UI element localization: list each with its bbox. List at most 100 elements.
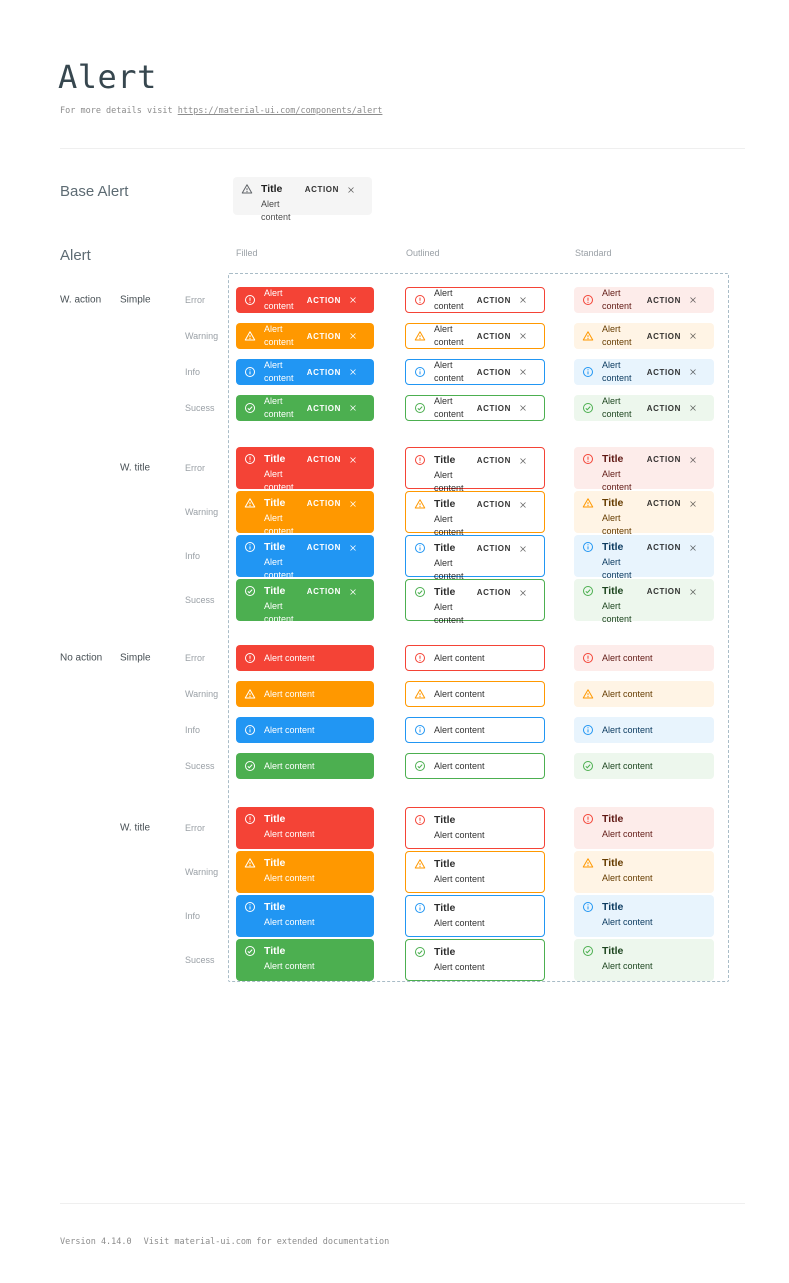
close-icon[interactable] [348, 295, 358, 305]
group-label-w-action: W. action [60, 294, 102, 306]
close-icon[interactable] [346, 185, 356, 195]
alert-body: Title Alert content [434, 454, 468, 495]
close-icon[interactable] [518, 331, 528, 341]
action-button[interactable]: ACTION [474, 294, 514, 307]
close-icon[interactable] [518, 367, 528, 377]
alert-title: Title [264, 497, 286, 509]
alert-body: Alert content [264, 760, 366, 773]
alert-content: Alert content [264, 688, 315, 699]
close-icon[interactable] [348, 367, 358, 377]
action-button[interactable]: ACTION [644, 330, 684, 343]
alert-action-area: ACTION [644, 366, 706, 379]
alert-filled-error-simple-no-action: Alert content [236, 645, 374, 671]
close-icon[interactable] [348, 499, 358, 509]
warning-icon [241, 183, 253, 195]
alert-action-area: ACTION [644, 330, 706, 343]
action-button[interactable]: ACTION [644, 294, 684, 307]
action-button[interactable]: ACTION [644, 366, 684, 379]
close-icon[interactable] [348, 455, 358, 465]
close-icon[interactable] [518, 588, 528, 598]
base-alert-label: Base Alert [60, 183, 129, 200]
close-icon[interactable] [348, 543, 358, 553]
alert-title: Title [602, 497, 624, 509]
action-button[interactable]: ACTION [304, 541, 344, 554]
alert-filled-sucess-simple-w-action: Alert content ACTION [236, 395, 374, 421]
success-icon [244, 402, 256, 414]
action-button[interactable]: ACTION [644, 453, 684, 466]
alert-content: Alert content [434, 918, 485, 928]
action-button[interactable]: ACTION [644, 585, 684, 598]
alert-body: Alert content [602, 323, 638, 349]
action-button[interactable]: ACTION [304, 453, 344, 466]
close-icon[interactable] [518, 403, 528, 413]
action-button[interactable]: ACTION [302, 183, 342, 196]
warning-icon [414, 688, 426, 700]
alert-outlined-warning-simple-w-action: Alert content ACTION [405, 323, 545, 349]
severity-label-info: Info [185, 911, 201, 921]
action-button[interactable]: ACTION [304, 366, 344, 379]
close-icon[interactable] [688, 587, 698, 597]
alert-action-area: ACTION [304, 330, 366, 343]
alert-title: Title [434, 498, 456, 510]
success-icon [414, 586, 426, 598]
alert-action-area: ACTION [474, 366, 536, 379]
close-icon[interactable] [688, 543, 698, 553]
action-button[interactable]: ACTION [644, 497, 684, 510]
subtitle-link[interactable]: https://material-ui.com/components/alert [177, 106, 383, 116]
alert-content: Alert content [602, 724, 653, 735]
action-button[interactable]: ACTION [474, 586, 514, 599]
close-icon[interactable] [348, 587, 358, 597]
close-icon[interactable] [518, 295, 528, 305]
close-icon[interactable] [688, 403, 698, 413]
alert-title: Title [434, 858, 456, 870]
action-button[interactable]: ACTION [644, 541, 684, 554]
action-button[interactable]: ACTION [474, 330, 514, 343]
info-icon [414, 902, 426, 914]
close-icon[interactable] [348, 331, 358, 341]
action-button[interactable]: ACTION [304, 330, 344, 343]
severity-label-sucess: Sucess [185, 955, 215, 965]
alert-grid-outline [228, 273, 729, 982]
action-button[interactable]: ACTION [474, 542, 514, 555]
close-icon[interactable] [348, 403, 358, 413]
action-button[interactable]: ACTION [474, 498, 514, 511]
action-button[interactable]: ACTION [474, 366, 514, 379]
error-icon [414, 652, 426, 664]
close-icon[interactable] [688, 295, 698, 305]
alert-body: Alert content [434, 359, 468, 385]
alert-body: Title Alert content [264, 585, 298, 626]
alert-body: Title Alert content [602, 541, 638, 582]
action-button[interactable]: ACTION [304, 402, 344, 415]
action-button[interactable]: ACTION [304, 497, 344, 510]
alert-outlined-error-simple-no-action: Alert content [405, 645, 545, 671]
close-icon[interactable] [688, 331, 698, 341]
warning-icon [244, 688, 256, 700]
column-header-standard: Standard [575, 248, 612, 258]
severity-label-warning: Warning [185, 689, 219, 699]
close-icon[interactable] [518, 500, 528, 510]
alert-body: Title Alert content [264, 945, 366, 973]
error-icon [244, 294, 256, 306]
alert-outlined-error-title-no-action: Title Alert content [405, 807, 545, 849]
alert-action-area: ACTION [304, 585, 366, 598]
close-icon[interactable] [518, 456, 528, 466]
alert-standard-warning-title-no-action: Title Alert content [574, 851, 714, 893]
close-icon[interactable] [688, 367, 698, 377]
alert-title: Title [434, 946, 456, 958]
close-icon[interactable] [518, 544, 528, 554]
action-button[interactable]: ACTION [474, 454, 514, 467]
action-button[interactable]: ACTION [474, 402, 514, 415]
alert-body: Title Alert content [602, 453, 638, 494]
severity-label-warning: Warning [185, 867, 219, 877]
action-button[interactable]: ACTION [304, 585, 344, 598]
variant-label-w-title: W. title [120, 462, 151, 474]
action-button[interactable]: ACTION [644, 402, 684, 415]
alert-action-area: ACTION [304, 366, 366, 379]
alert-title: Title [264, 585, 286, 597]
close-icon[interactable] [688, 499, 698, 509]
alert-body: Alert content [434, 688, 536, 701]
close-icon[interactable] [688, 455, 698, 465]
action-button[interactable]: ACTION [304, 294, 344, 307]
footer-divider [60, 1203, 745, 1204]
alert-body: Alert content [264, 724, 366, 737]
